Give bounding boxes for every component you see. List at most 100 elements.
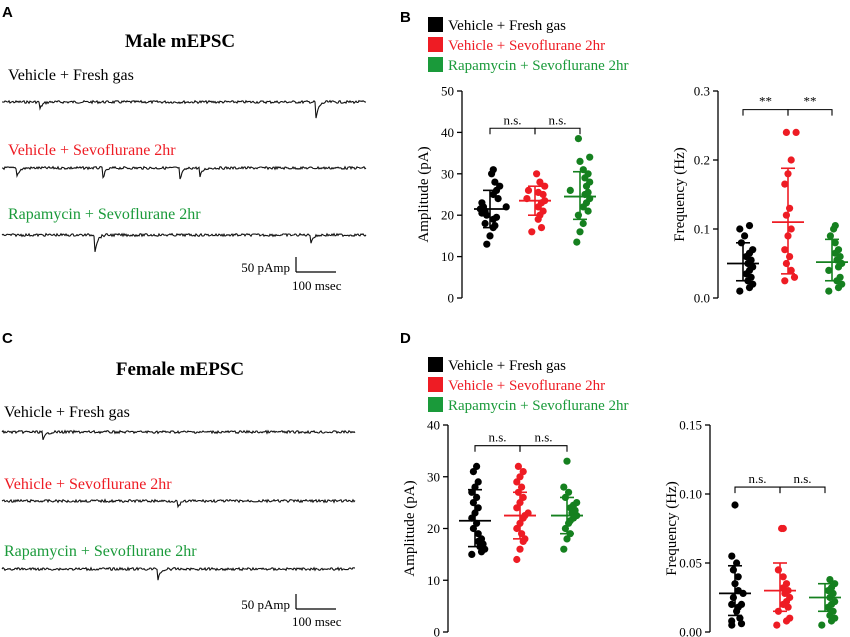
male-amp-point-vehicle-fresh	[489, 166, 497, 174]
female-freq-point-vehicle-sevo	[779, 524, 787, 533]
legend-b-label-vehicle-sevo: Vehicle + Sevoflurane 2hr	[448, 38, 605, 54]
male-freq-point-vehicle-sevo	[781, 246, 789, 254]
male-freq-point-rapa-sevo	[836, 273, 844, 281]
male-amp-significance-label: n.s.	[548, 112, 566, 127]
female-amp-y-tick-label: 30	[427, 469, 440, 484]
male-amp-significance-bracket	[534, 127, 581, 135]
male-freq-point-rapa-sevo	[834, 246, 843, 254]
male-scale-amp: 50 pAmp	[241, 260, 290, 275]
female-amp-point-rapa-sevo	[560, 483, 568, 491]
female-amp-point-vehicle-sevo	[519, 493, 527, 501]
male-amp-point-vehicle-sevo	[539, 207, 547, 215]
male-amp-point-rapa-sevo	[579, 219, 587, 228]
male-amp-point-vehicle-fresh	[483, 240, 491, 248]
female-amp-point-rapa-sevo	[563, 457, 571, 465]
male-amp-point-vehicle-fresh	[481, 219, 489, 228]
female-freq-point-vehicle-sevo	[779, 573, 787, 581]
legend-d-label-rapa-sevo: Rapamycin + Sevoflurane 2hr	[448, 398, 629, 414]
female-freq-significance-label: n.s.	[748, 471, 766, 486]
legend-d-swatch-rapa-sevo	[428, 397, 443, 412]
male-amp-y-tick-label: 40	[441, 125, 454, 140]
male-amp-significance-bracket	[489, 127, 536, 135]
male-traces	[1, 99, 367, 253]
male-trace-rapa-sevo	[1, 232, 367, 253]
male-amp-point-rapa-sevo	[574, 135, 583, 143]
male-amp-y-tick-label: 20	[441, 208, 454, 223]
female-freq-point-vehicle-sevo	[773, 621, 781, 629]
female-amp-point-vehicle-sevo	[518, 483, 526, 491]
male-freq-y-tick-label: 0.0	[694, 291, 710, 306]
legend-d: Vehicle + Fresh gas Vehicle + Sevofluran…	[428, 357, 629, 414]
male-freq-point-vehicle-fresh	[745, 222, 754, 230]
male-amp-point-rapa-sevo	[566, 186, 574, 194]
female-trace-vehicle-fresh	[1, 429, 356, 441]
male-amp-point-rapa-sevo	[584, 207, 592, 215]
male-amp-y-tick-label: 0	[448, 291, 455, 306]
male-amp-point-vehicle-fresh	[494, 195, 502, 203]
female-freq-point-vehicle-fresh	[728, 600, 736, 609]
male-freq-point-rapa-sevo	[831, 222, 839, 230]
female-amp-point-vehicle-sevo	[516, 545, 524, 553]
legend-d-label-vehicle-sevo: Vehicle + Sevoflurane 2hr	[448, 378, 605, 394]
male-freq-significance-bracket	[742, 109, 789, 116]
female-amp-y-tick-label: 40	[427, 418, 440, 433]
female-amp-point-vehicle-fresh	[468, 488, 476, 496]
male-freq-y-tick-label: 0.3	[694, 84, 710, 99]
female-amp-point-vehicle-sevo	[513, 504, 521, 512]
female-freq-point-vehicle-fresh	[734, 587, 742, 595]
female-amp-point-vehicle-fresh	[474, 478, 482, 486]
male-freq-point-vehicle-sevo	[782, 211, 791, 219]
male-freq-point-vehicle-sevo	[787, 156, 795, 164]
female-amp-point-vehicle-fresh	[474, 504, 482, 512]
female-freq-y-tick-label: 0.15	[679, 418, 702, 433]
male-amp-point-rapa-sevo	[584, 188, 592, 196]
panel-letter-c: C	[2, 330, 13, 347]
male-freq-point-rapa-sevo	[825, 287, 833, 295]
male-freq-point-vehicle-sevo	[787, 266, 795, 274]
male-amp-point-vehicle-sevo	[524, 186, 533, 194]
female-amp-point-vehicle-fresh	[473, 462, 481, 470]
female-freq-point-vehicle-fresh	[737, 620, 746, 628]
female-amp-point-rapa-sevo	[563, 535, 571, 543]
panel-letter-b: B	[400, 9, 411, 26]
male-freq-point-vehicle-sevo	[782, 259, 791, 268]
legend-d-label-vehicle-fresh: Vehicle + Fresh gas	[448, 358, 566, 374]
female-freq-point-rapa-sevo	[829, 607, 837, 615]
male-freq-point-vehicle-sevo	[782, 128, 791, 136]
female-freq-point-vehicle-sevo	[786, 614, 794, 622]
male-amp-point-rapa-sevo	[586, 153, 594, 161]
male-trace-label-vehicle-fresh: Vehicle + Fresh gas	[8, 67, 134, 84]
female-amp-point-vehicle-sevo	[516, 473, 524, 481]
legend-b-label-rapa-sevo: Rapamycin + Sevoflurane 2hr	[448, 58, 629, 74]
male-amp-point-vehicle-fresh	[492, 213, 501, 221]
male-trace-label-vehicle-sevo: Vehicle + Sevoflurane 2hr	[8, 142, 176, 159]
male-freq-point-vehicle-fresh	[736, 287, 744, 295]
legend-d-swatch-vehicle-sevo	[428, 377, 443, 392]
male-amp-point-vehicle-sevo	[533, 170, 541, 178]
male-freq-point-vehicle-sevo	[792, 128, 800, 136]
male-amp-y-tick-label: 10	[441, 249, 454, 264]
male-amp-point-rapa-sevo	[576, 157, 584, 165]
male-freq-point-rapa-sevo	[826, 232, 835, 240]
panel-letter-d: D	[400, 330, 411, 347]
female-amp-point-vehicle-fresh	[469, 468, 477, 476]
legend-b-swatch-vehicle-sevo	[428, 37, 443, 52]
male-amp-point-rapa-sevo	[586, 178, 594, 186]
female-amp-point-vehicle-sevo	[514, 462, 523, 470]
male-freq-y-tick-label: 0.2	[694, 153, 710, 168]
male-amp-y-tick-label: 50	[441, 84, 454, 99]
female-amp-point-rapa-sevo	[565, 488, 573, 496]
male-amp-point-rapa-sevo	[574, 211, 583, 219]
male-scale-time: 100 msec	[292, 278, 342, 293]
male-freq-point-vehicle-sevo	[786, 253, 794, 261]
male-freq-point-vehicle-sevo	[781, 277, 789, 285]
female-amp-point-vehicle-fresh	[474, 530, 482, 538]
female-freq-y-tick-label: 0.10	[679, 487, 702, 502]
male-amp-point-vehicle-sevo	[536, 178, 544, 186]
female-scale-time: 100 msec	[292, 614, 342, 629]
male-freq-point-rapa-sevo	[825, 266, 833, 274]
female-freq-y-axis-label: Frequency (Hz)	[664, 481, 680, 576]
female-trace-label-vehicle-sevo: Vehicle + Sevoflurane 2hr	[4, 476, 172, 493]
female-amp-significance-label: n.s.	[488, 430, 506, 445]
legend-b-swatch-vehicle-fresh	[428, 17, 443, 32]
